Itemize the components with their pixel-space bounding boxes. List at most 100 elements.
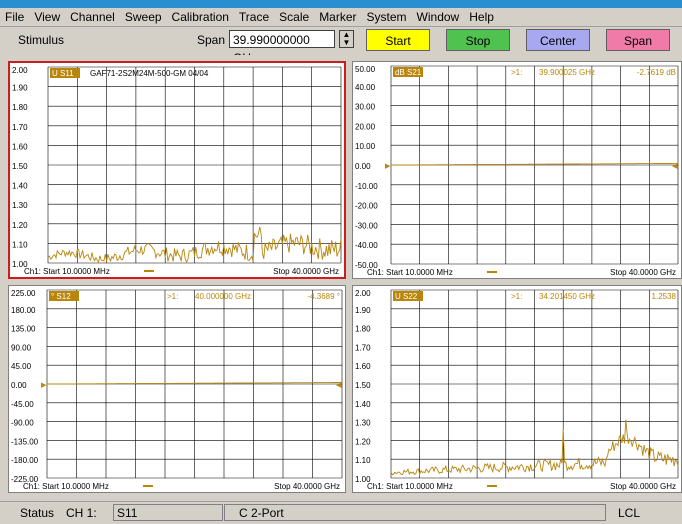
s22-panel[interactable]: 2.00 1.90 1.80 1.70 1.60 1.50 1.40 1.30 1.20 1.10…	[352, 285, 682, 493]
start-frequency: Ch1: Start 10.0000 MHz	[24, 267, 110, 276]
y-tick-label: 90.00	[11, 343, 32, 352]
start-frequency: Ch1: Start 10.0000 MHz	[23, 482, 109, 491]
stop-frequency: Stop 40.0000 GHz	[274, 482, 340, 491]
y-tick-label: -180.00	[11, 456, 39, 465]
marker-value: -2.7619 dB	[637, 68, 676, 77]
y-tick-label: 30.00	[355, 103, 376, 112]
trace-line	[391, 162, 678, 166]
trace-line	[390, 419, 679, 476]
y-tick-label: -40.00	[355, 241, 378, 250]
menu-window[interactable]: Window	[416, 10, 460, 24]
svg-text:◀: ◀	[672, 163, 678, 170]
marker-label: >1:	[511, 292, 522, 301]
y-tick-label: 10.00	[355, 142, 376, 151]
marker-value: 1.2538	[652, 292, 677, 301]
y-tick-label: 225.00	[11, 289, 36, 298]
y-tick-label: 2.00	[12, 66, 28, 75]
status-port: C 2-Port	[224, 504, 606, 521]
center-button[interactable]: Center	[526, 29, 590, 51]
menu-file[interactable]: File	[5, 10, 25, 24]
stimulus-label: Stimulus	[18, 33, 65, 47]
menu-marker[interactable]: Marker	[319, 10, 357, 24]
trace-label[interactable]: U S22	[395, 292, 418, 301]
y-tick-label: 50.00	[355, 65, 376, 74]
y-tick-label: 0.00	[11, 381, 27, 390]
y-tick-label: 1.90	[12, 84, 28, 93]
y-tick-label: 1.50	[355, 381, 371, 390]
y-tick-label: 1.10	[355, 456, 371, 465]
y-tick-label: 180.00	[11, 306, 36, 315]
y-tick-label: 135.00	[11, 325, 36, 334]
menu-trace[interactable]: Trace	[238, 10, 270, 24]
trace-label[interactable]: ° S12	[51, 292, 71, 301]
y-tick-label: -135.00	[11, 437, 39, 446]
y-tick-label: 1.60	[12, 142, 28, 151]
y-tick-label: 1.30	[12, 201, 28, 210]
menu-scale[interactable]: Scale	[279, 10, 310, 24]
s21-panel[interactable]: 50.00 40.00 30.00 20.00 10.00 0.00 -10.00 -20.0…	[352, 61, 682, 279]
stop-button[interactable]: Stop	[446, 29, 510, 51]
menu-channel[interactable]: Channel	[70, 10, 115, 24]
y-tick-label: 1.40	[12, 182, 28, 191]
menu-bar: File View Channel Sweep Calibration Trace Scal…	[0, 8, 682, 27]
y-tick-label: 40.00	[355, 83, 376, 92]
y-tick-label: 1.20	[12, 221, 28, 230]
y-tick-label: 1.00	[12, 260, 28, 269]
s12-panel[interactable]: 225.00 180.00 135.00 90.00 45.00 0.00 -45.00 -9…	[8, 285, 346, 493]
stop-frequency: Stop 40.0000 GHz	[273, 267, 339, 276]
marker-frequency: 39.900025 GHz	[539, 68, 595, 77]
svg-text:▶: ▶	[385, 163, 391, 170]
trace-label[interactable]: U S11	[52, 69, 74, 78]
trace-panels: 2.00 1.90 1.80 1.70 1.60 1.50 1.40 1.30 1.20 1.10…	[0, 55, 682, 493]
span-spinner[interactable]: ▲ ▼	[339, 30, 354, 48]
y-tick-label: 0.00	[355, 162, 371, 171]
y-tick-label: -20.00	[355, 202, 378, 211]
y-tick-label: 1.70	[355, 343, 371, 352]
y-tick-label: -225.00	[11, 475, 39, 484]
y-tick-label: 1.80	[355, 325, 371, 334]
menu-help[interactable]: Help	[469, 10, 494, 24]
y-tick-label: 45.00	[11, 362, 32, 371]
y-tick-label: -90.00	[11, 419, 34, 428]
start-button[interactable]: Start	[366, 29, 430, 51]
y-tick-label: 1.70	[12, 123, 28, 132]
menu-calibration[interactable]: Calibration	[171, 10, 229, 24]
y-tick-label: 1.30	[355, 419, 371, 428]
status-bar: Status CH 1: S11 C 2-Port LCL	[0, 501, 682, 524]
marker-label: >1:	[167, 292, 178, 301]
vna-window: File View Channel Sweep Calibration Trace Scal…	[0, 8, 682, 524]
marker-value: -4.3689 °	[307, 292, 340, 301]
menu-view[interactable]: View	[34, 10, 61, 24]
menu-system[interactable]: System	[366, 10, 407, 24]
trace-line	[47, 226, 342, 264]
span-input[interactable]: 39.990000000 GHz	[229, 30, 335, 65]
status-label: Status	[20, 506, 55, 520]
y-tick-label: 20.00	[355, 122, 376, 131]
start-frequency: Ch1: Start 10.0000 MHz	[367, 482, 453, 491]
stimulus-toolbar: Stimulus Span 39.990000000 GHz ▲▼ Start …	[0, 27, 682, 65]
s11-panel[interactable]: 2.00 1.90 1.80 1.70 1.60 1.50 1.40 1.30 1.20 1.10…	[8, 61, 346, 279]
y-tick-label: -10.00	[355, 182, 378, 191]
span-button[interactable]: Span	[606, 29, 670, 51]
spin-down-icon[interactable]: ▼	[342, 38, 351, 47]
y-tick-label: -45.00	[11, 400, 34, 409]
y-tick-label: -50.00	[355, 261, 378, 270]
spin-up-icon[interactable]: ▲	[342, 30, 351, 39]
y-tick-label: 1.80	[12, 103, 28, 112]
y-tick-label: 1.10	[12, 240, 28, 249]
status-lcl: LCL	[618, 506, 641, 520]
y-tick-label: 1.60	[355, 362, 371, 371]
status-parameter: S11	[113, 504, 223, 521]
svg-text:◀: ◀	[336, 382, 342, 389]
y-tick-label: 2.00	[355, 289, 371, 298]
stop-frequency: Stop 40.0000 GHz	[610, 268, 676, 277]
trace-line	[47, 382, 342, 385]
y-tick-label: 1.50	[12, 162, 28, 171]
marker-frequency: 40.000000 GHz	[195, 292, 251, 301]
stop-frequency: Stop 40.0000 GHz	[610, 482, 676, 491]
y-tick-label: 1.00	[355, 475, 371, 484]
marker-frequency: 34.201450 GHz	[539, 292, 595, 301]
menu-sweep[interactable]: Sweep	[124, 10, 162, 24]
y-tick-label: -30.00	[355, 221, 378, 230]
trace-label[interactable]: dB S21	[395, 68, 422, 77]
